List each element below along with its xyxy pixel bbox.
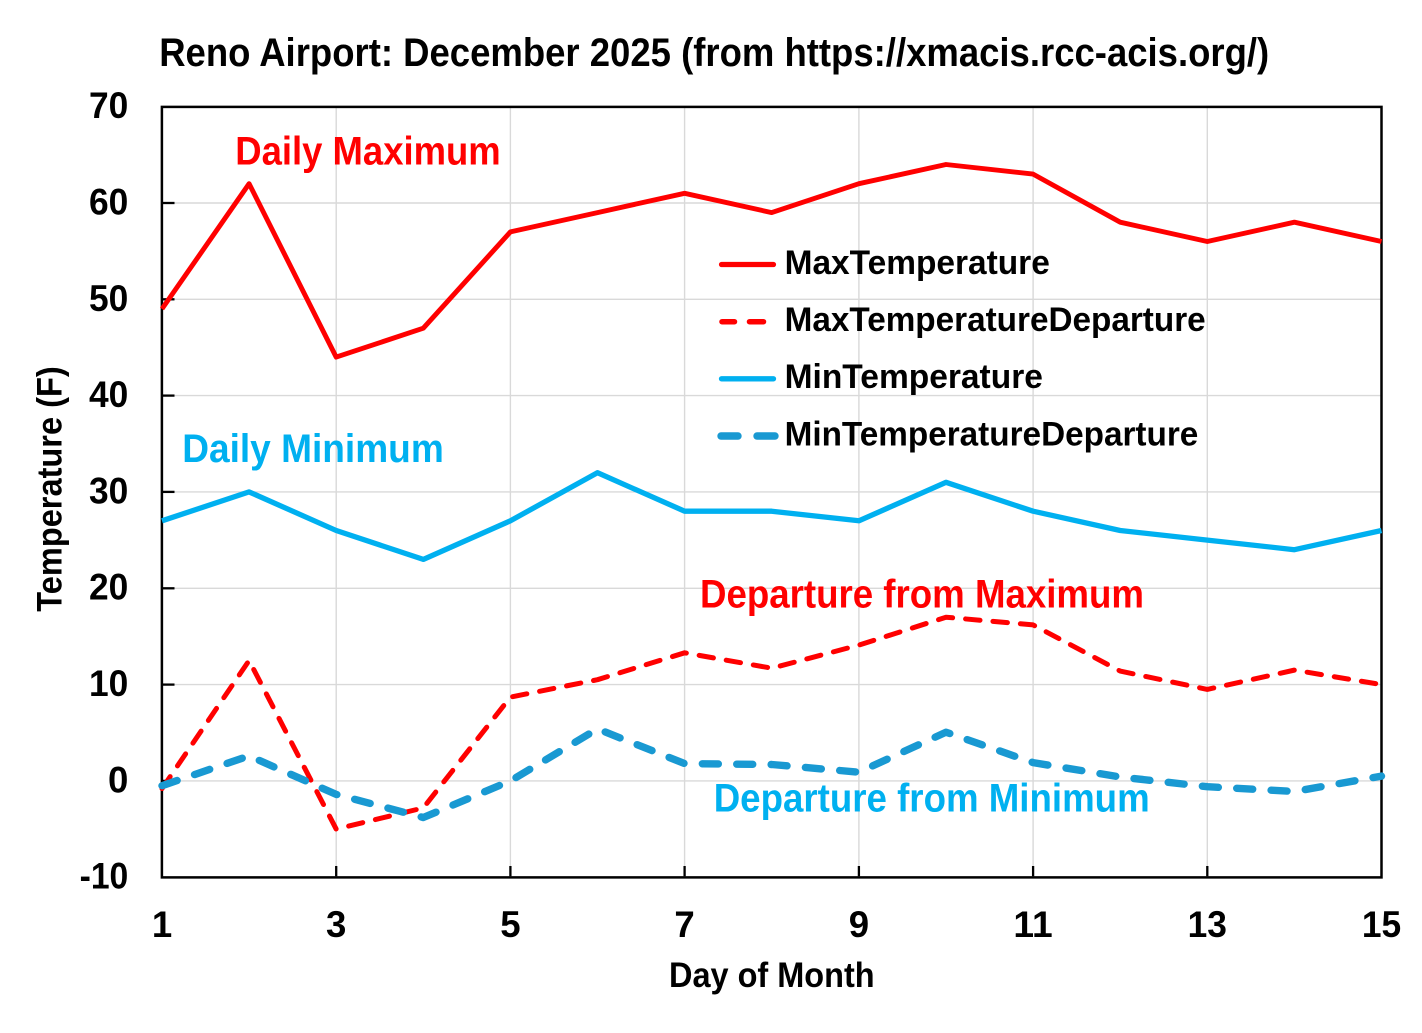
svg-text:1: 1	[152, 904, 172, 945]
svg-text:13: 13	[1188, 904, 1227, 945]
svg-text:40: 40	[89, 374, 128, 415]
svg-text:3: 3	[326, 904, 346, 945]
svg-text:60: 60	[89, 181, 128, 222]
svg-text:11: 11	[1013, 904, 1052, 945]
svg-text:-10: -10	[80, 856, 129, 897]
svg-text:20: 20	[89, 567, 128, 608]
svg-text:Departure from Minimum: Departure from Minimum	[714, 777, 1150, 821]
svg-text:9: 9	[849, 904, 869, 945]
svg-text:Day of Month: Day of Month	[669, 955, 875, 995]
svg-text:Departure from Maximum: Departure from Maximum	[700, 572, 1144, 616]
svg-text:MaxTemperatureDeparture: MaxTemperatureDeparture	[785, 301, 1206, 339]
svg-text:MaxTemperature: MaxTemperature	[785, 244, 1050, 282]
svg-text:50: 50	[89, 278, 128, 319]
svg-text:7: 7	[674, 904, 694, 945]
svg-text:5: 5	[500, 904, 520, 945]
svg-text:Reno Airport: December 2025 (f: Reno Airport: December 2025 (from https:…	[159, 31, 1269, 75]
svg-text:MinTemperature: MinTemperature	[785, 358, 1043, 396]
svg-text:MinTemperatureDeparture: MinTemperatureDeparture	[785, 415, 1199, 453]
svg-text:10: 10	[89, 663, 128, 704]
svg-text:15: 15	[1362, 904, 1401, 945]
svg-text:Daily Maximum: Daily Maximum	[235, 129, 500, 173]
svg-text:30: 30	[89, 470, 128, 511]
svg-text:70: 70	[89, 85, 128, 126]
svg-text:0: 0	[108, 759, 128, 800]
svg-text:Daily Minimum: Daily Minimum	[182, 427, 444, 471]
svg-text:Temperature (F): Temperature (F)	[29, 366, 69, 611]
